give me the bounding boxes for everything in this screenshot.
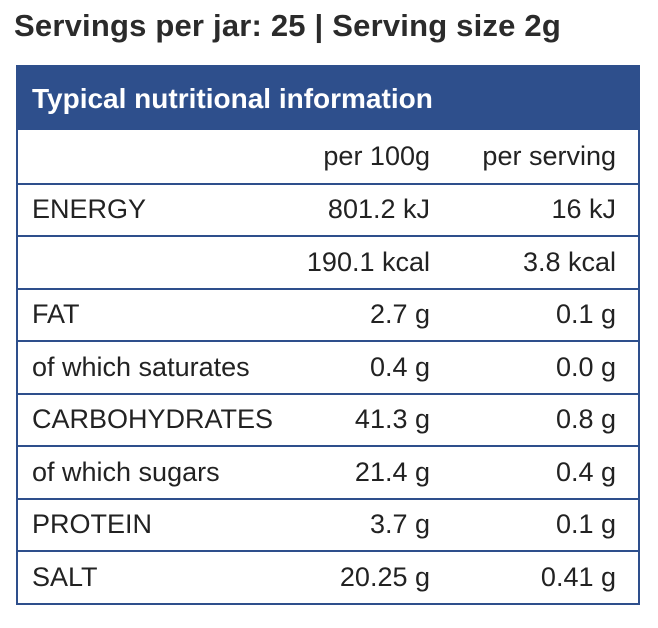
row-name: PROTEIN <box>32 509 153 540</box>
table-row-carbohydrates: CARBOHYDRATES 41.3 g 0.8 g <box>18 392 638 446</box>
row-name: SALT <box>32 561 98 592</box>
row-per-100g: 20.25 g <box>339 561 430 592</box>
row-per-100g: 41.3 g <box>354 404 430 435</box>
row-per-serving: 16 kJ <box>551 194 616 225</box>
row-per-100g: 0.4 g <box>369 351 430 382</box>
column-header-per-100g: per 100g <box>323 140 430 171</box>
row-per-100g: 21.4 g <box>354 456 430 487</box>
table-row-energy-kcal: 190.1 kcal 3.8 kcal <box>18 235 638 288</box>
row-per-serving: 0.1 g <box>555 509 616 540</box>
column-header-row: per 100g per serving <box>18 130 638 183</box>
panel-title: Typical nutritional information <box>18 67 638 130</box>
row-per-serving: 0.0 g <box>555 351 616 382</box>
table-row-salt: SALT 20.25 g 0.41 g <box>18 550 638 603</box>
column-header-per-serving: per serving <box>482 140 616 171</box>
table-row-energy-kj: ENERGY 801.2 kJ 16 kJ <box>18 182 638 236</box>
row-per-serving: 3.8 kcal <box>522 246 616 277</box>
row-per-serving: 0.1 g <box>555 299 616 330</box>
table-row-protein: PROTEIN 3.7 g 0.1 g <box>18 497 638 551</box>
row-name: FAT <box>32 299 80 330</box>
row-per-100g: 2.7 g <box>369 299 430 330</box>
row-per-100g: 3.7 g <box>369 509 430 540</box>
table-row-sugars: of which sugars 21.4 g 0.4 g <box>18 445 638 498</box>
row-per-serving: 0.8 g <box>555 404 616 435</box>
servings-heading: Servings per jar: 25 | Serving size 2g <box>14 8 561 43</box>
row-name: of which saturates <box>32 351 250 382</box>
row-name: of which sugars <box>32 456 220 487</box>
row-name: CARBOHYDRATES <box>32 404 274 435</box>
row-per-100g: 801.2 kJ <box>327 194 430 225</box>
row-per-100g: 190.1 kcal <box>306 246 430 277</box>
table-row-saturates: of which saturates 0.4 g 0.0 g <box>18 340 638 393</box>
table-row-fat: FAT 2.7 g 0.1 g <box>18 287 638 341</box>
row-per-serving: 0.4 g <box>555 456 616 487</box>
nutrition-panel: Typical nutritional information per 100g… <box>16 65 640 605</box>
row-name: ENERGY <box>32 194 147 225</box>
row-per-serving: 0.41 g <box>540 561 616 592</box>
